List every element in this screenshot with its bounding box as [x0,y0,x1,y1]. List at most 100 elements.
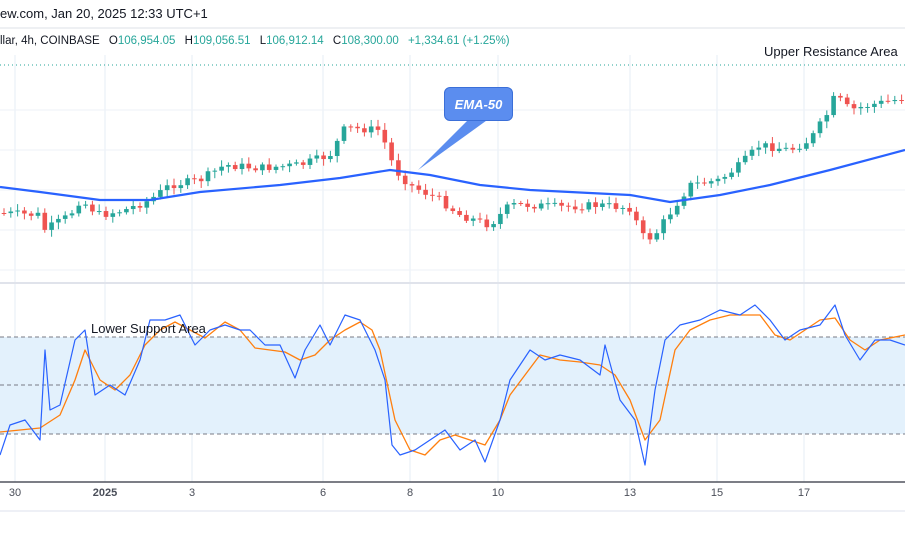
candle-body [736,162,741,173]
x-tick: 15 [710,487,724,499]
x-tick: 3 [188,487,196,499]
candle-body [742,155,748,163]
candle-body [1,213,7,214]
x-tick: 17 [797,487,811,499]
candle-body [192,178,197,180]
candle-body [783,147,789,149]
candle-body [144,201,150,208]
ema-callout: EMA-50 [444,87,513,121]
candle-body [130,206,136,210]
candle-body [892,100,898,102]
candle-body [844,97,850,105]
candle-body [640,220,646,234]
candle-body [96,211,102,213]
x-tick: 10 [491,487,505,499]
candle-body [35,212,41,216]
candle-body [396,160,401,176]
candle-body [572,206,578,210]
candle-body [314,155,320,159]
candle-body [205,171,211,182]
candle-body [457,211,462,215]
footer-divider [0,510,905,512]
candle-body [15,210,20,212]
candle-body [253,168,258,171]
candle-body [328,156,333,160]
candle-body [110,213,116,217]
candle-body [348,126,354,128]
candle-body [375,126,381,130]
candle-body [484,219,490,228]
candle-body [103,211,109,217]
candle-body [178,185,184,189]
candle-body [647,233,653,240]
candle-body [776,148,782,152]
change-value: +1,334.61 (+1.25%) [407,35,510,47]
candle-body [899,100,904,102]
candle-body [294,162,299,164]
candle-body [464,214,469,221]
candle-body [810,133,816,144]
candle-body [226,165,231,167]
x-tick: 30 [8,487,22,499]
candle-body [22,210,27,214]
candle-body [28,213,34,216]
candle-body [232,165,238,170]
open-label: O [108,35,118,47]
open-value: 106,954.05 [117,35,176,47]
candle-body [824,115,830,122]
candle-body [790,147,796,150]
candle-body [851,104,857,109]
candle-body [620,207,626,209]
candle-body [409,184,415,186]
candle-body [124,209,129,213]
candle-body [266,164,272,170]
candle-body [137,206,143,208]
candle-body [688,182,694,197]
x-tick: 2025 [92,487,118,499]
candle-body [797,148,802,150]
candle-body [756,147,762,150]
candle-body [511,203,517,205]
candle-body [749,149,755,156]
high-value: 109,056.51 [192,35,251,47]
candle-body [504,204,510,214]
low-label: L [259,35,267,47]
candle-body [450,208,456,212]
symbol-info[interactable]: llar, 4h, COINBASE [0,35,100,47]
candle-body [470,218,476,221]
candle-body [668,214,673,220]
candle-body [341,126,347,141]
candle-body [627,207,632,212]
close-value: 108,300.00 [341,35,399,47]
ema-50-line [0,148,905,204]
chart-header: ew.com, Jan 20, 2025 12:33 UTC+1 [0,0,905,29]
candle-body [770,143,775,152]
candle-body [708,181,714,184]
candle-body [164,185,170,191]
candle-body [436,195,442,197]
candle-body [389,142,394,161]
candle-body [763,143,768,148]
candle-body [729,172,734,177]
candle-body [42,212,48,230]
candle-body [321,155,326,160]
candle-body [525,203,530,207]
upper-resistance-label: Upper Resistance Area [764,44,898,59]
ema-callout-pointer [418,118,490,170]
candle-body [831,95,836,116]
price-chart[interactable] [0,0,905,510]
candle-body [858,106,864,109]
candle-body [212,170,218,172]
candle-body [661,219,666,234]
candle-body [865,106,870,108]
candle-body [566,205,571,207]
candle-body [579,209,585,211]
candle-body [56,218,61,223]
candle-body [518,203,524,205]
candle-body [362,128,367,133]
candle-body [171,185,177,189]
candle-body [715,178,721,182]
stoch-d-line [0,314,905,456]
candle-body [49,222,54,230]
candle-body [185,178,190,186]
